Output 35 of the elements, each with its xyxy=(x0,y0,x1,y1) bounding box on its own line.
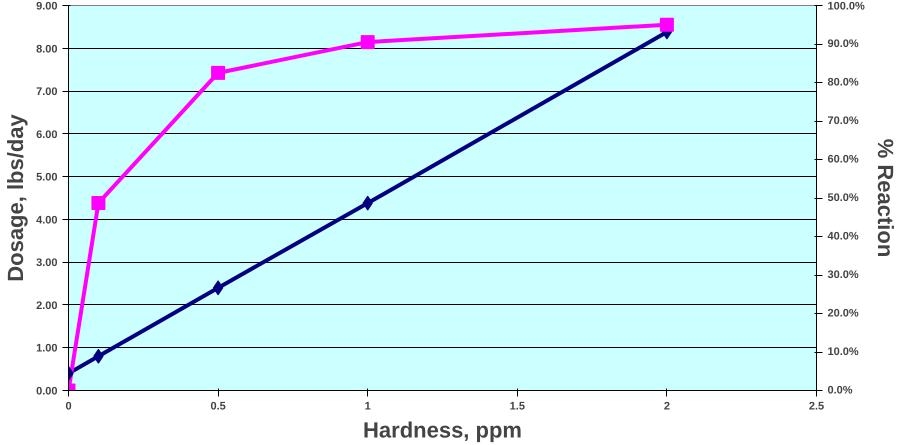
x-tick-label: 1 xyxy=(364,400,371,412)
y2-tick-label: 70.0% xyxy=(828,115,859,127)
x-axis-title: Hardness, ppm xyxy=(363,418,522,442)
y-tick-label: 3.00 xyxy=(36,257,58,270)
x-tick-label: 2 xyxy=(664,400,670,412)
y2-tick-label: 30.0% xyxy=(828,269,859,281)
y-tick-label: 4.00 xyxy=(36,214,58,226)
y-tick-label: 2.00 xyxy=(36,300,58,312)
y-tick-label: 1.00 xyxy=(36,342,58,355)
y2-tick-label: 60.0% xyxy=(828,154,859,166)
x-tick-label: 0.5 xyxy=(210,400,226,412)
y-tick-label: 0.00 xyxy=(36,386,58,398)
y-tick-label: 9.00 xyxy=(36,0,58,12)
y2-tick-label: 40.0% xyxy=(828,230,859,242)
point xyxy=(211,66,226,80)
y-tick-label: 6.00 xyxy=(36,128,58,141)
y2-tick-label: 90.0% xyxy=(828,38,859,50)
y2-tick-label: 10.0% xyxy=(828,346,859,358)
point xyxy=(660,18,674,32)
point xyxy=(93,348,104,364)
point xyxy=(360,35,375,50)
x-tick-label: 1.5 xyxy=(510,400,525,412)
y2-tick-label: 0.0% xyxy=(828,384,853,396)
y-tick-label: 7.00 xyxy=(36,86,58,98)
y2-tick-label: 20.0% xyxy=(828,308,859,320)
y-tick-label: 5.00 xyxy=(36,172,58,184)
point xyxy=(212,280,224,296)
y2-axis-title: % Reaction xyxy=(872,138,898,258)
x-tick-label: 0 xyxy=(65,400,72,412)
y-tick-label: 8.00 xyxy=(36,43,58,56)
x-tick-label: 2.5 xyxy=(808,400,824,412)
y2-tick-label: 50.0% xyxy=(828,192,859,204)
y-axis-title: Dosage, lbs/day xyxy=(3,113,28,282)
y2-tick-label: 100.0% xyxy=(828,0,866,12)
y2-tick-label: 80.0% xyxy=(828,76,859,88)
